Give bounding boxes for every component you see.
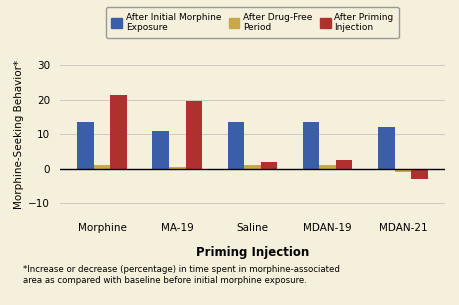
Bar	[319, 164, 336, 169]
Bar	[378, 127, 395, 169]
Bar	[152, 131, 169, 169]
Bar	[169, 167, 185, 169]
Bar	[261, 162, 277, 169]
Text: Priming Injection: Priming Injection	[196, 246, 309, 259]
Bar	[185, 102, 202, 169]
Bar	[228, 122, 244, 169]
Y-axis label: Morphine-Seeking Behavior*: Morphine-Seeking Behavior*	[14, 60, 24, 209]
Bar	[303, 122, 319, 169]
Bar	[110, 95, 127, 169]
Bar	[411, 169, 428, 179]
Bar	[395, 169, 411, 172]
Bar	[77, 122, 94, 169]
Bar	[336, 160, 353, 169]
Text: *Increase or decrease (percentage) in time spent in morphine-associated
area as : *Increase or decrease (percentage) in ti…	[23, 265, 340, 285]
Bar	[94, 165, 110, 169]
Bar	[244, 164, 261, 169]
Legend: After Initial Morphine
Exposure, After Drug-Free
Period, After Priming
Injection: After Initial Morphine Exposure, After D…	[106, 7, 399, 38]
